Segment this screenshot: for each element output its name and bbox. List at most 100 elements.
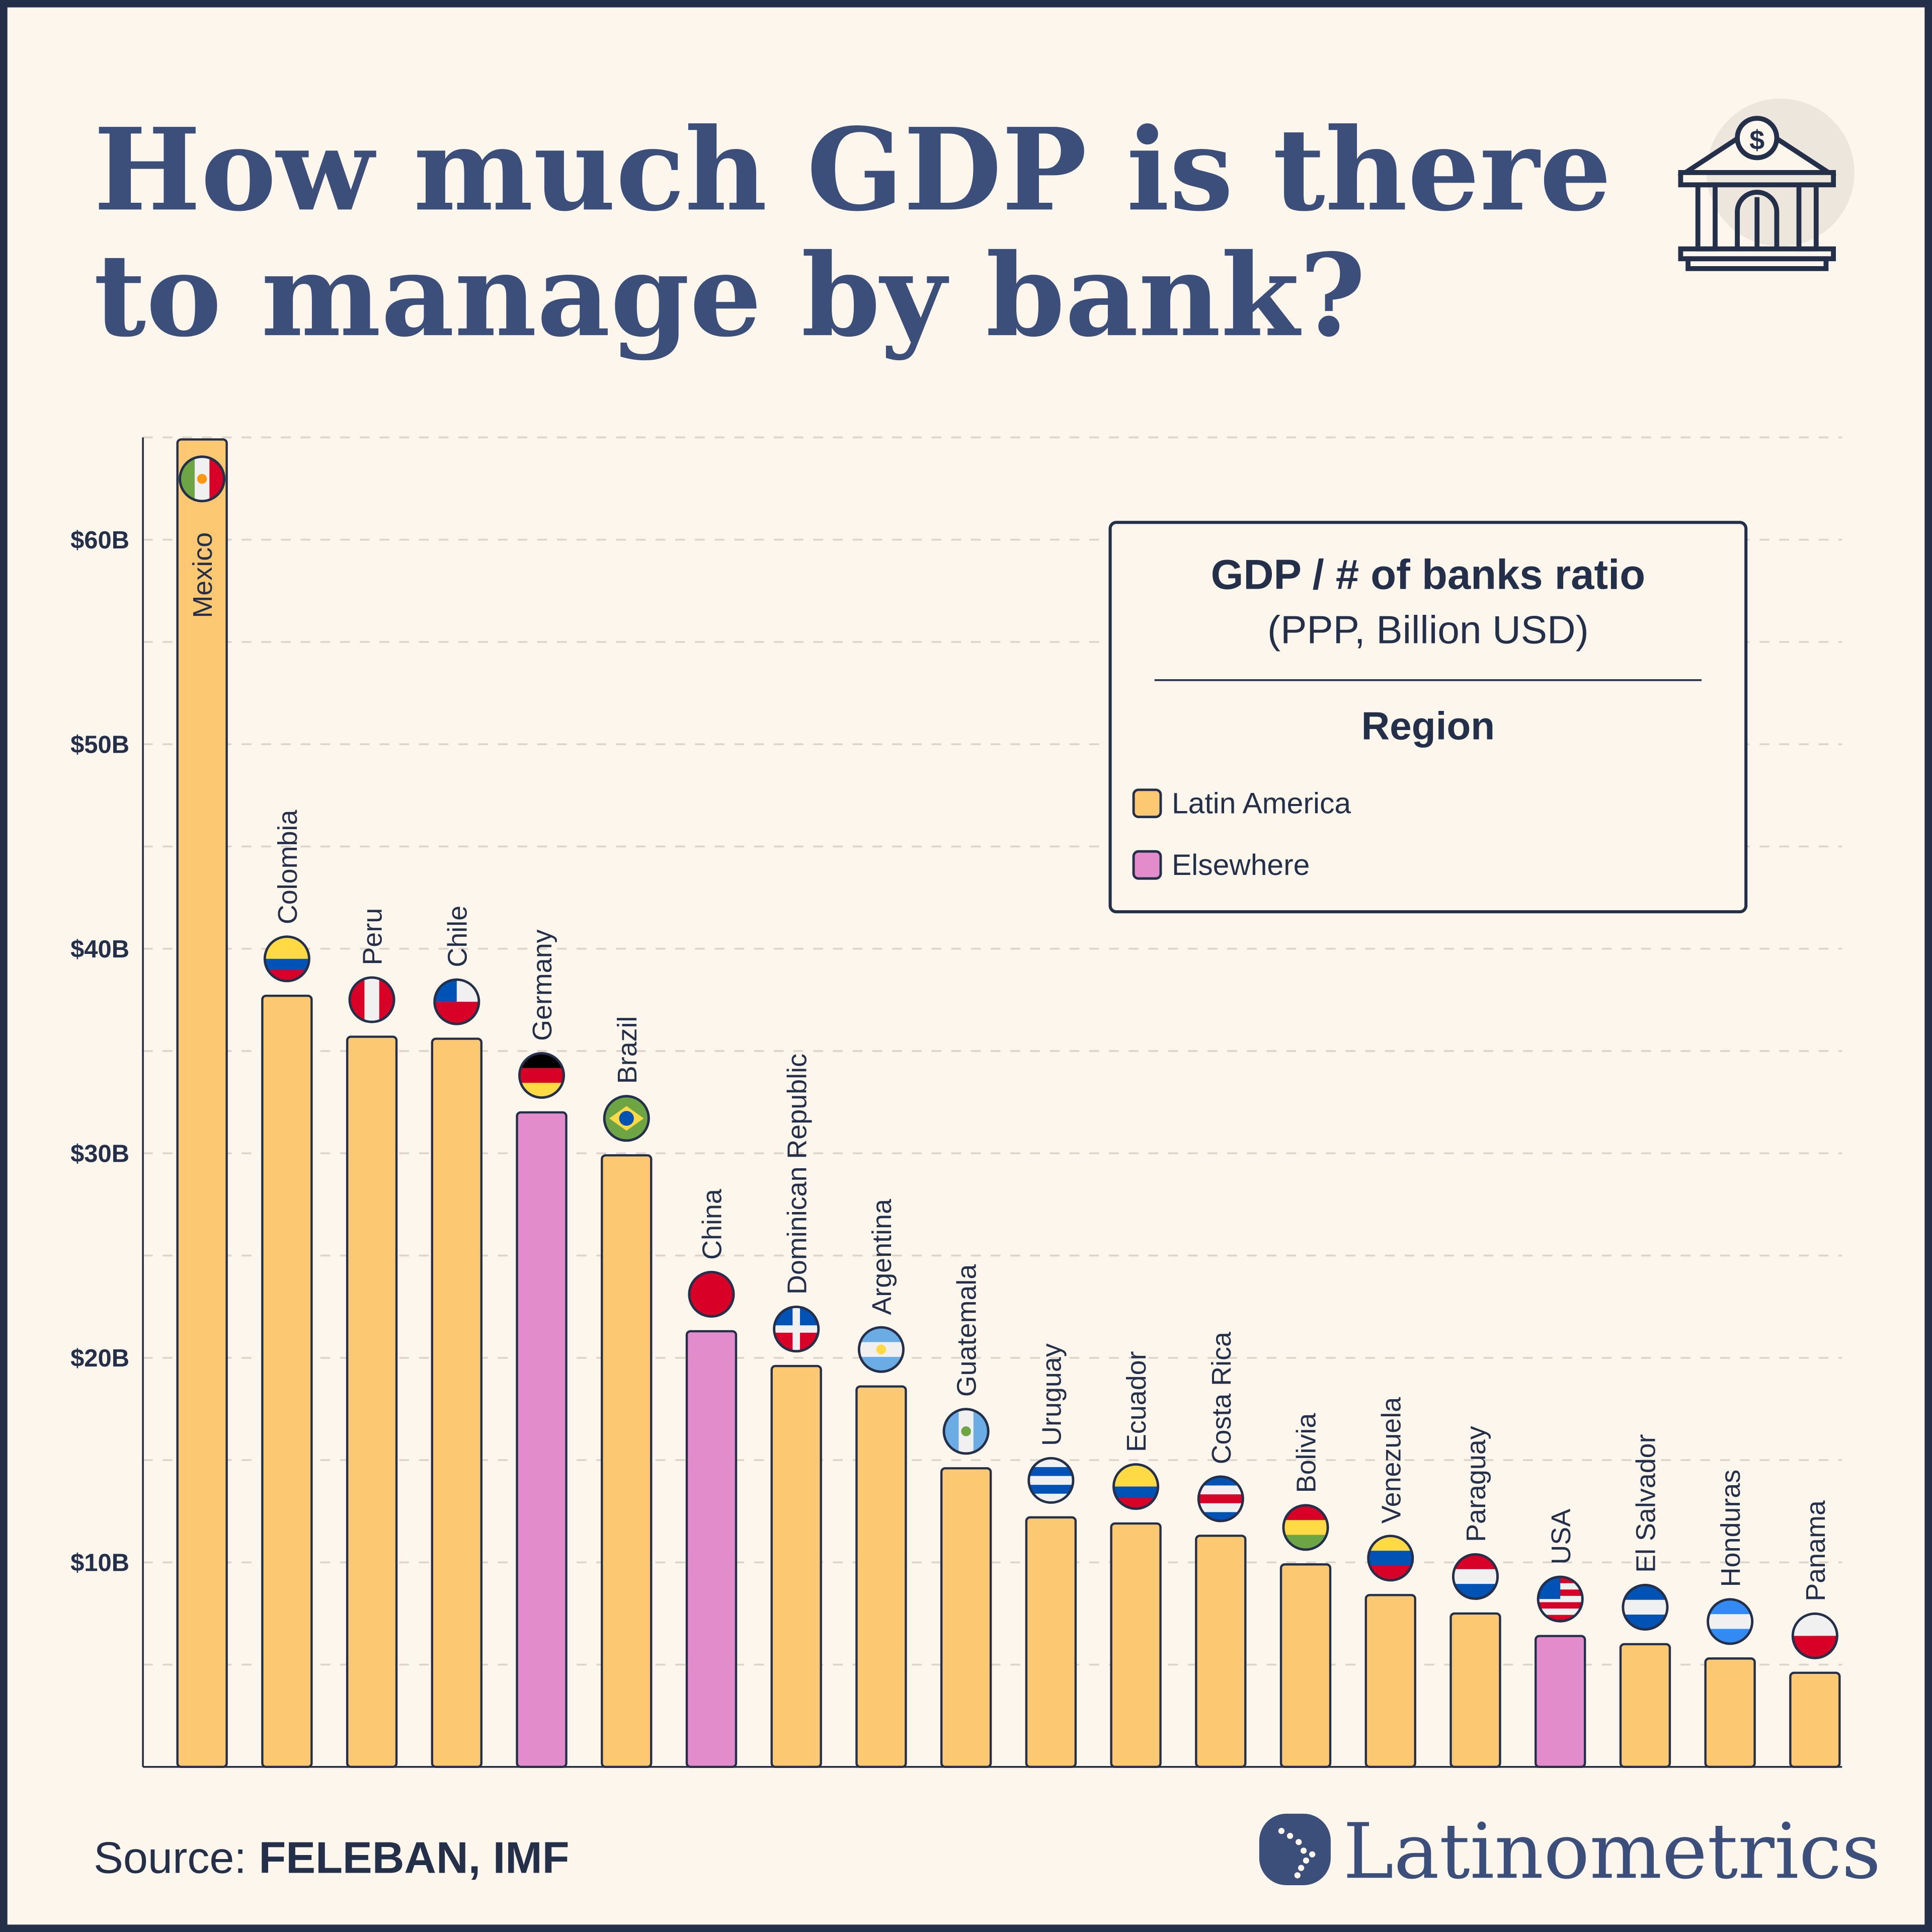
flag-guatemala-icon	[942, 1408, 990, 1455]
flag-stripe	[364, 977, 380, 1022]
title-line-1: How much GDP is there	[94, 103, 1612, 236]
y-tick-label: $40B	[70, 936, 129, 963]
flag-outline	[857, 1326, 905, 1373]
flag-outline	[1027, 1457, 1075, 1504]
flag-colombia-icon	[263, 935, 310, 983]
y-tick-label: $20B	[70, 1345, 129, 1372]
flag-emblem	[961, 1426, 971, 1436]
bar	[516, 1111, 568, 1768]
bar	[855, 1385, 907, 1768]
bar	[940, 1467, 992, 1768]
bar-group-argentina: Argentina	[855, 1199, 907, 1768]
flag-usa-icon	[1537, 1575, 1584, 1623]
flag-stripes	[349, 977, 394, 1022]
bar-label: China	[697, 1189, 728, 1260]
bar	[601, 1154, 653, 1768]
latin-america-map-icon	[1259, 1813, 1331, 1885]
flag-venezuela-icon	[1367, 1535, 1414, 1582]
bar	[1279, 1563, 1332, 1768]
flag-stripe	[1028, 1485, 1073, 1495]
brand-logo-text: Latinometrics	[1343, 1807, 1881, 1896]
legend-subtitle: (PPP, Billion USD)	[1267, 607, 1589, 652]
bar-group-brazil: Brazil	[601, 1016, 653, 1768]
legend: GDP / # of banks ratio (PPP, Billion USD…	[1108, 521, 1748, 914]
flag-outline	[1707, 1598, 1754, 1645]
bar	[685, 1330, 738, 1768]
bar	[1704, 1657, 1756, 1768]
flag-stripe	[265, 958, 309, 971]
bar-label: Brazil	[612, 1016, 642, 1084]
bar-label: Mexico	[188, 532, 218, 618]
bar	[1789, 1671, 1841, 1768]
bar	[1450, 1612, 1501, 1768]
flag-stripe	[1368, 1551, 1413, 1566]
flag-stripes	[604, 1096, 649, 1141]
flag-stripe	[1283, 1520, 1328, 1536]
bar	[1025, 1516, 1077, 1768]
flag-emblem	[876, 1344, 887, 1355]
flag-bolivia-icon	[1282, 1504, 1329, 1551]
flag-stripe	[1113, 1475, 1158, 1487]
bar	[770, 1364, 822, 1768]
flag-outline	[348, 976, 395, 1023]
bar-group-china: China	[685, 1189, 738, 1768]
flag-chile-icon	[433, 978, 480, 1025]
flag-outline	[263, 935, 310, 983]
bar-label: Chile	[442, 906, 472, 968]
bar	[1534, 1635, 1586, 1768]
legend-label-elsewhere: Elsewhere	[1172, 849, 1310, 881]
bar-group-usa: USA	[1534, 1509, 1586, 1768]
flag-panama-icon	[1791, 1612, 1838, 1659]
flag-stripe	[1028, 1467, 1073, 1477]
flag-brazil-icon	[603, 1095, 650, 1142]
bar	[261, 995, 313, 1768]
source-prefix: Source:	[94, 1832, 259, 1882]
bar-group-peru: Peru	[346, 908, 398, 1768]
y-tick-label: $50B	[70, 731, 129, 758]
bar-label: Bolivia	[1292, 1413, 1322, 1493]
flag-cross	[774, 1325, 819, 1333]
bar	[176, 438, 228, 1768]
flag-argentina-icon	[857, 1326, 905, 1373]
flag-outline	[1197, 1475, 1244, 1522]
bar-group-paraguay: Paraguay	[1450, 1426, 1501, 1768]
flag-outline	[942, 1408, 990, 1455]
bar-label: Uruguay	[1036, 1343, 1067, 1446]
flag-stripe	[1623, 1599, 1667, 1616]
bar	[1110, 1522, 1162, 1768]
y-tick-label: $60B	[70, 527, 129, 554]
bar-label: Argentina	[867, 1199, 897, 1315]
bar-label: Dominican Republic	[782, 1054, 812, 1295]
flag-outline	[433, 978, 480, 1025]
legend-swatch-latin-america	[1132, 788, 1162, 819]
flag-outline	[179, 455, 226, 503]
bar-label: Guatemala	[952, 1264, 982, 1397]
flag-outline	[773, 1306, 820, 1353]
source-note: Source: FELEBAN, IMF	[94, 1832, 569, 1882]
y-tick-label: $10B	[70, 1549, 129, 1576]
legend-swatch-elsewhere	[1132, 850, 1162, 880]
bar	[1619, 1643, 1671, 1768]
svg-text:$: $	[1749, 125, 1764, 155]
bar-group-bolivia: Bolivia	[1279, 1413, 1332, 1768]
flag-stripe	[519, 1068, 564, 1084]
flag-outline	[1537, 1575, 1584, 1623]
flag-outline	[1622, 1583, 1669, 1631]
bar-group-el-salvador: El Salvador	[1619, 1434, 1671, 1768]
gridlines	[143, 436, 1842, 1666]
flag-stripe	[265, 947, 309, 959]
flag-costa-rica-icon	[1197, 1475, 1244, 1522]
bar-label: Venezuela	[1376, 1397, 1406, 1524]
flag-stripe	[1028, 1476, 1073, 1486]
flag-stripe	[1198, 1494, 1243, 1504]
bar-label: Germany	[527, 929, 557, 1041]
flag-globe	[619, 1111, 634, 1126]
flag-outline	[1791, 1612, 1838, 1659]
bar	[1195, 1535, 1247, 1768]
flag-outline	[1282, 1504, 1329, 1551]
flag-stripe	[1538, 1602, 1583, 1609]
flag-stripe	[1708, 1614, 1752, 1630]
flag-stripe	[1113, 1486, 1158, 1498]
